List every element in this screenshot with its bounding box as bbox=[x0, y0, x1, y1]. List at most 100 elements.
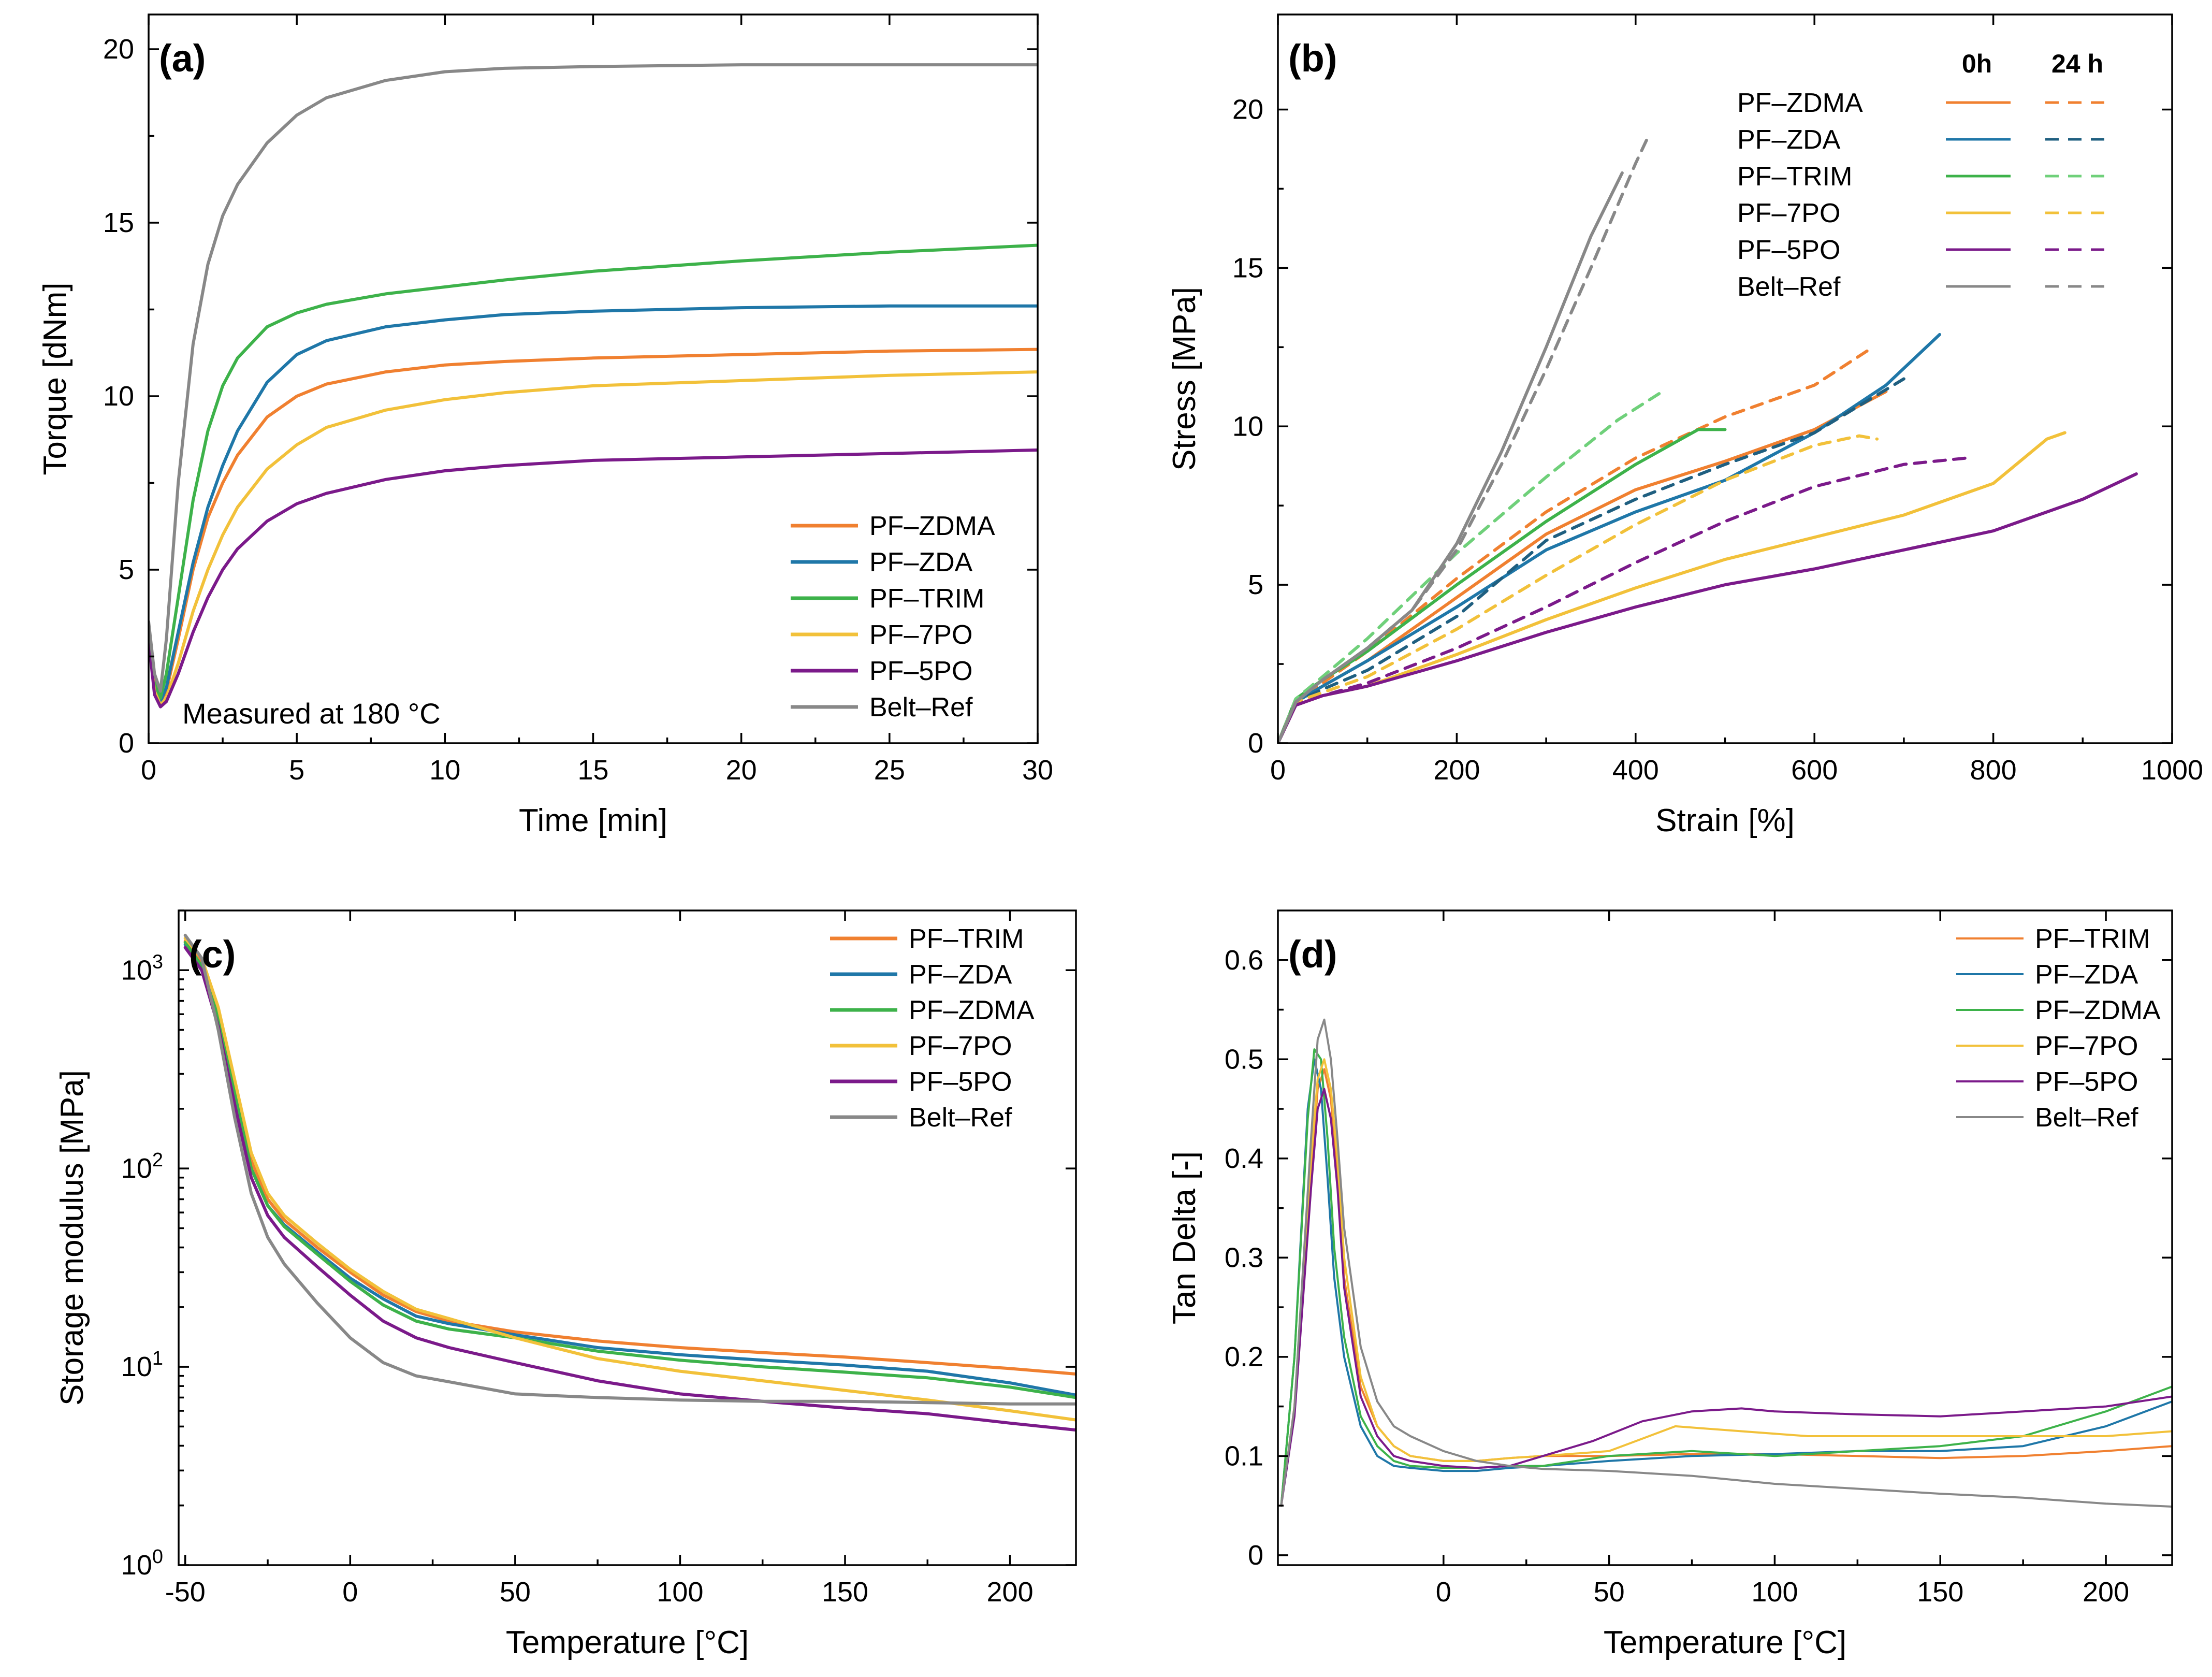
y-tick-label: 0 bbox=[1248, 1540, 1263, 1571]
series-group bbox=[183, 933, 1076, 1432]
series-line-pf-zdma bbox=[1280, 1048, 2172, 1507]
y-axis-label: Storage modulus [MPa] bbox=[54, 1070, 90, 1406]
x-tick-label: 100 bbox=[657, 1577, 703, 1608]
legend: PF–TRIM PF–ZDA PF–ZDMA PF–7PO PF–5PO Belt–Ref bbox=[830, 924, 1035, 1133]
y-tick-label: 20 bbox=[103, 34, 134, 65]
legend-col-header-0h: 0h bbox=[1962, 49, 1992, 78]
y-tick-label: 0.2 bbox=[1225, 1341, 1263, 1372]
y-tick-label: 10 bbox=[1232, 411, 1263, 442]
x-tick-label: 200 bbox=[2083, 1577, 2129, 1608]
series-line-pf-7po-24-h bbox=[1278, 434, 1879, 743]
y-tick-label: 10 bbox=[103, 381, 134, 412]
y-axis-label: Stress [MPa] bbox=[1167, 287, 1202, 471]
panel-b-stress-strain-chart: 0 200 400 600 800 1000 0 5 10 15 20 Strain [%] Stres… bbox=[1167, 13, 2203, 839]
legend-label-pf-zda: PF–ZDA bbox=[869, 547, 973, 577]
y-tick-exponent: 1 bbox=[152, 1348, 163, 1369]
series-line-pf-zdma bbox=[183, 941, 1076, 1399]
plot-frame bbox=[178, 909, 1077, 1566]
series-line-pf-zda bbox=[149, 304, 1038, 703]
x-tick-label: 15 bbox=[577, 755, 608, 786]
y-tick-exponent: 2 bbox=[152, 1149, 163, 1171]
series-line-belt-ref bbox=[183, 933, 1076, 1406]
legend-label-belt-ref: Belt–Ref bbox=[2035, 1103, 2138, 1133]
y-tick-label: 0 bbox=[119, 728, 134, 759]
x-tick-label: 200 bbox=[987, 1577, 1034, 1608]
legend-label-pf-zdma: PF–ZDMA bbox=[1737, 88, 1863, 118]
series-line-pf-zda-0h bbox=[1278, 332, 1941, 743]
panel-d-tan-delta-chart: 0 50 100 150 200 0 0.1 0.2 0.3 0.4 0.5 0.6 Temperatu… bbox=[1167, 909, 2173, 1660]
panel-label: (b) bbox=[1288, 37, 1337, 80]
y-tick-label: 101 bbox=[121, 1348, 163, 1382]
y-tick-exponent: 3 bbox=[152, 951, 163, 973]
y-tick-label: 0.1 bbox=[1225, 1440, 1263, 1471]
y-tick-base: 10 bbox=[121, 955, 152, 986]
legend-label-pf-zda: PF–ZDA bbox=[2035, 960, 2138, 990]
legend-label-pf-5po: PF–5PO bbox=[869, 656, 972, 686]
series-line-pf-7po bbox=[1280, 1058, 2172, 1507]
x-tick-label: 800 bbox=[1970, 755, 2017, 786]
panel-label: (d) bbox=[1288, 933, 1337, 976]
legend-label-belt-ref: Belt–Ref bbox=[869, 692, 973, 722]
legend-label-pf-trim: PF–TRIM bbox=[869, 584, 984, 614]
series-line-pf-5po-24-h bbox=[1278, 456, 1968, 743]
x-tick-label: 1000 bbox=[2141, 755, 2203, 786]
series-line-pf-trim-24-h bbox=[1278, 390, 1664, 743]
panel-label: (c) bbox=[189, 933, 236, 976]
y-tick-label: 100 bbox=[121, 1546, 163, 1581]
series-line-pf-trim-0h bbox=[1278, 428, 1727, 743]
x-tick-label: 0 bbox=[141, 755, 156, 786]
series-group bbox=[149, 63, 1038, 709]
y-tick-label: 0.4 bbox=[1225, 1143, 1263, 1174]
x-tick-label: 30 bbox=[1022, 755, 1053, 786]
panel-label: (a) bbox=[159, 37, 206, 80]
y-tick-label: 5 bbox=[119, 554, 134, 585]
y-tick-label: 5 bbox=[1248, 569, 1263, 600]
series-line-pf-zda-24-h bbox=[1278, 377, 1905, 743]
legend: 0h 24 h PF–ZDMA PF–ZDA PF–TRIM PF–7PO PF–5PO Be… bbox=[1737, 49, 2110, 302]
series-line-belt-ref bbox=[1280, 1018, 2172, 1508]
x-tick-label: 150 bbox=[1917, 1577, 1963, 1608]
legend-label-pf-trim: PF–TRIM bbox=[2035, 924, 2150, 954]
y-tick-base: 10 bbox=[121, 1550, 152, 1581]
y-tick-base: 10 bbox=[121, 1351, 152, 1382]
series-line-pf-5po bbox=[1280, 1088, 2172, 1507]
y-axis-label: Torque [dNm] bbox=[37, 282, 73, 475]
series-line-pf-5po bbox=[149, 448, 1038, 709]
legend-label-pf-5po: PF–5PO bbox=[1737, 235, 1840, 265]
series-line-pf-trim bbox=[149, 243, 1038, 700]
series-group bbox=[1278, 133, 2138, 743]
x-tick-label: 50 bbox=[500, 1577, 531, 1608]
y-axis-label: Tan Delta [-] bbox=[1167, 1151, 1202, 1324]
series-line-pf-5po-0h bbox=[1278, 472, 2138, 743]
x-tick-label: 25 bbox=[874, 755, 905, 786]
series-line-pf-7po bbox=[183, 936, 1076, 1422]
series-line-pf-5po bbox=[183, 946, 1076, 1432]
legend-label-pf-zda: PF–ZDA bbox=[909, 960, 1012, 990]
y-tick-label: 0.5 bbox=[1225, 1044, 1263, 1075]
legend-col-header-24h: 24 h bbox=[2051, 49, 2103, 78]
panel-a-torque-chart: 0 5 10 15 20 25 30 0 5 10 15 20 Time [min] Torque [dN… bbox=[37, 13, 1053, 839]
legend-label-belt-ref: Belt–Ref bbox=[1737, 272, 1841, 302]
y-tick-label: 20 bbox=[1232, 94, 1263, 125]
annotation-measured-temp: Measured at 180 °C bbox=[182, 697, 441, 730]
x-tick-label: 10 bbox=[429, 755, 460, 786]
x-tick-label: 200 bbox=[1433, 755, 1480, 786]
legend-label-pf-zdma: PF–ZDMA bbox=[2035, 995, 2161, 1025]
legend-label-belt-ref: Belt–Ref bbox=[909, 1103, 1012, 1133]
x-tick-label: 150 bbox=[822, 1577, 868, 1608]
series-line-pf-trim bbox=[1280, 1068, 2172, 1507]
legend-label-pf-5po: PF–5PO bbox=[909, 1067, 1012, 1097]
y-tick-label: 0.3 bbox=[1225, 1242, 1263, 1273]
x-tick-label: 0 bbox=[342, 1577, 358, 1608]
legend: PF–TRIM PF–ZDA PF–ZDMA PF–7PO PF–5PO Belt–Ref bbox=[1956, 924, 2161, 1133]
legend-label-pf-zdma: PF–ZDMA bbox=[869, 511, 995, 541]
x-tick-label: 0 bbox=[1270, 755, 1286, 786]
plot-frame bbox=[1277, 909, 2173, 1566]
legend-label-pf-trim: PF–TRIM bbox=[1737, 162, 1852, 192]
y-tick-label: 102 bbox=[121, 1149, 163, 1184]
legend-label-pf-trim: PF–TRIM bbox=[909, 924, 1024, 954]
x-axis-label: Time [min] bbox=[519, 803, 667, 839]
y-tick-label: 0 bbox=[1248, 728, 1263, 759]
legend-label-pf-5po: PF–5PO bbox=[2035, 1067, 2138, 1097]
